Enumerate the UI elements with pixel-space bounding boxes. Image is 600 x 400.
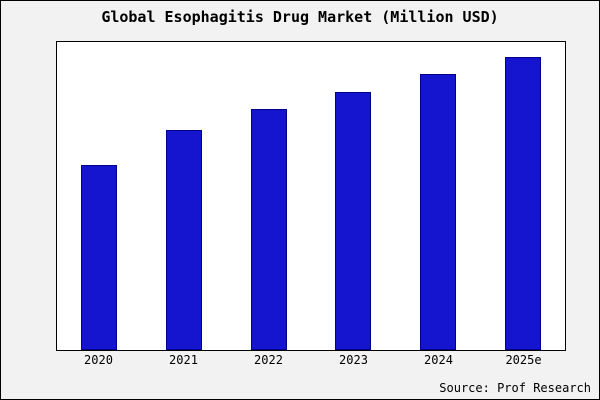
bar-column <box>311 42 396 350</box>
bar-column <box>142 42 227 350</box>
x-tick-label-2021: 2021 <box>169 353 198 367</box>
x-tick-label-2023: 2023 <box>339 353 368 367</box>
bars <box>57 42 565 350</box>
bar-column <box>57 42 142 350</box>
chart-title: Global Esophagitis Drug Market (Million … <box>101 8 499 26</box>
x-tick-label-2022: 2022 <box>254 353 283 367</box>
source-note: Source: Prof Research <box>439 381 591 395</box>
x-tick-label-2024: 2024 <box>424 353 453 367</box>
bar-2021 <box>166 130 202 350</box>
x-tick-label-2020: 2020 <box>84 353 113 367</box>
x-labels: 2020 2021 2022 2023 2024 2025e <box>56 353 566 367</box>
bar-2024 <box>420 74 457 350</box>
bar-2023 <box>335 91 372 350</box>
plot-area <box>56 41 566 351</box>
x-tick-label-2025e: 2025e <box>505 353 542 367</box>
bar-2025e <box>504 56 541 350</box>
bar-column <box>396 42 481 350</box>
bar-2022 <box>250 109 287 350</box>
bar-2020 <box>81 165 118 350</box>
bar-column <box>226 42 311 350</box>
bar-column <box>480 42 565 350</box>
